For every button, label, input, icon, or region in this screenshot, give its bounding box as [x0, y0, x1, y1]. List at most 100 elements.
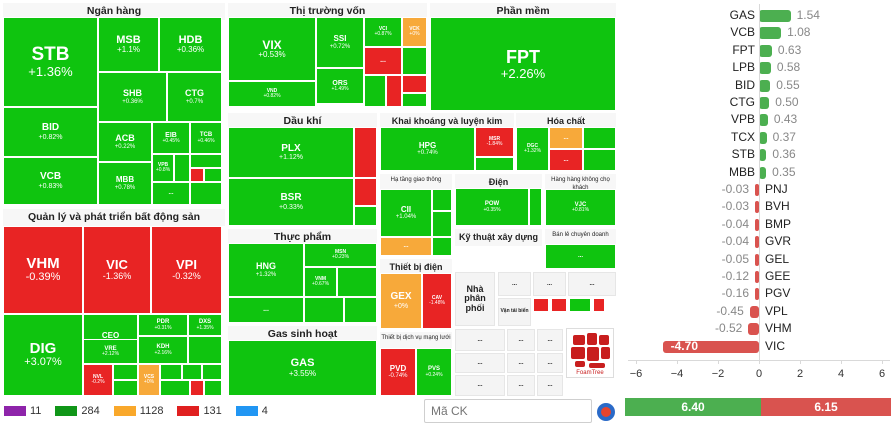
tile[interactable] — [402, 75, 427, 93]
tile[interactable] — [190, 380, 204, 396]
sector-block[interactable]: ... — [537, 329, 563, 351]
bar[interactable] — [755, 218, 759, 231]
legend-item[interactable]: 4 — [235, 405, 268, 417]
tile-vhm[interactable]: VHM -0.39% — [3, 226, 83, 314]
tile[interactable] — [402, 47, 427, 75]
sector-block[interactable] — [569, 298, 591, 312]
sector-block[interactable]: ... — [455, 329, 505, 351]
tile[interactable]: ... — [380, 237, 432, 256]
tile[interactable] — [364, 75, 386, 107]
tile-stb[interactable]: STB +1.36% — [3, 17, 98, 107]
tile-cii[interactable]: CII +1.04% — [380, 189, 432, 237]
sector-title[interactable]: Khai khoáng và luyện kim — [380, 113, 514, 130]
bar[interactable] — [759, 149, 767, 162]
tile[interactable] — [190, 168, 204, 182]
tile-ctg[interactable]: CTG +0.7% — [167, 72, 222, 122]
bar[interactable] — [759, 131, 767, 144]
tile[interactable] — [113, 364, 138, 380]
sector-block[interactable]: ... — [455, 353, 505, 373]
tile-pvd[interactable]: PVD -0.74% — [380, 348, 416, 396]
bar[interactable] — [759, 44, 772, 57]
tile-ssi[interactable]: SSI +0.72% — [316, 17, 364, 68]
sector-title[interactable]: Hóa chất — [516, 113, 616, 130]
tile-gas[interactable]: GAS +3.55% — [228, 340, 377, 396]
tile-tcb[interactable]: TCB +0.46% — [190, 122, 222, 154]
tile[interactable] — [475, 157, 514, 171]
tile-msn[interactable]: MSN +0.23% — [304, 243, 377, 267]
tile-pvs[interactable]: PVS +0.24% — [416, 348, 452, 396]
tile-vic[interactable]: VIC -1.36% — [83, 226, 151, 314]
tile[interactable] — [386, 75, 402, 107]
stock-code-search-input[interactable] — [424, 399, 592, 423]
bar[interactable] — [755, 184, 759, 196]
tile-vjc[interactable]: VJC +0.81% — [545, 189, 616, 226]
bar[interactable] — [748, 323, 759, 336]
tile[interactable] — [432, 211, 452, 237]
tile[interactable] — [304, 297, 344, 323]
legend-item[interactable]: 1128 — [113, 405, 163, 417]
tile[interactable] — [354, 206, 377, 226]
tile-msb[interactable]: MSB +1.1% — [98, 17, 159, 72]
tile-vck[interactable]: VCK +0% — [402, 17, 427, 47]
bar[interactable] — [755, 271, 759, 283]
bar[interactable] — [759, 166, 767, 179]
tile[interactable] — [354, 178, 377, 206]
tile[interactable] — [190, 182, 222, 205]
tile[interactable] — [583, 149, 616, 171]
sector-block[interactable]: ... — [455, 375, 505, 396]
tile-bid[interactable]: BID +0.82% — [3, 107, 98, 157]
tile-kdh[interactable]: KDH +2.16% — [138, 336, 188, 364]
sector-title[interactable]: Thị trường vốn — [228, 3, 427, 20]
tile[interactable] — [204, 380, 222, 396]
bar[interactable] — [755, 236, 759, 249]
sector-title[interactable]: Quản lý và phát triển bất động sản — [3, 209, 225, 226]
tile[interactable] — [432, 189, 452, 211]
legend-item[interactable]: 131 — [177, 405, 222, 417]
tile-hpg[interactable]: HPG +0.74% — [380, 127, 475, 171]
bar[interactable] — [759, 27, 782, 40]
tile[interactable]: ... — [228, 297, 304, 323]
tile-eib[interactable]: EIB +0.45% — [152, 122, 190, 154]
sector-block[interactable] — [551, 298, 567, 312]
tile[interactable] — [174, 154, 190, 182]
sector-block[interactable]: ... — [533, 272, 566, 296]
tile[interactable]: ... — [549, 149, 583, 171]
bar[interactable] — [759, 62, 771, 75]
tile[interactable] — [529, 188, 542, 226]
tile-vre[interactable]: VRE +2.12% — [83, 339, 138, 364]
tile[interactable] — [160, 364, 182, 380]
tile-pow[interactable]: POW +0.35% — [455, 188, 529, 226]
tile[interactable] — [354, 127, 377, 178]
tile-fpt[interactable]: FPT +2.26% — [430, 17, 616, 111]
bar[interactable] — [759, 10, 791, 22]
sector-block[interactable]: Vận tải biển — [498, 298, 531, 326]
bar[interactable] — [759, 97, 770, 109]
tile-dig[interactable]: DIG +3.07% — [3, 314, 83, 396]
tile-pdr[interactable]: PDR +0.31% — [138, 314, 188, 336]
tile-shb[interactable]: SHB +0.36% — [98, 72, 167, 122]
sector-block[interactable] — [533, 298, 549, 312]
brand-logo-icon[interactable] — [597, 403, 615, 421]
tile-vpi[interactable]: VPI -0.32% — [151, 226, 222, 314]
legend-item[interactable]: 284 — [55, 405, 100, 417]
sector-title[interactable]: Điện — [455, 174, 542, 191]
tile[interactable] — [337, 267, 377, 297]
tile-plx[interactable]: PLX +1.12% — [228, 127, 354, 178]
summary-negative[interactable]: 6.15 — [761, 398, 891, 416]
sector-block[interactable]: ... — [507, 329, 535, 351]
tile-vcb[interactable]: VCB +0.83% — [3, 157, 98, 205]
tile[interactable] — [182, 364, 202, 380]
tile-vpb[interactable]: VPB +0.8% — [152, 154, 174, 182]
summary-positive[interactable]: 6.40 — [625, 398, 761, 416]
tile[interactable] — [204, 168, 222, 182]
tile-acb[interactable]: ACB +0.22% — [98, 122, 152, 162]
sector-block[interactable]: ... — [507, 353, 535, 373]
tile-vnd[interactable]: VND +0.82% — [228, 81, 316, 107]
tile-vnm[interactable]: VNM +0.67% — [304, 267, 337, 297]
tile-vci[interactable]: VCI +0.87% — [364, 17, 402, 47]
sector-title[interactable]: Thiết bị điện — [380, 259, 452, 276]
tile-msr[interactable]: MSR -1.84% — [475, 127, 514, 157]
sector-block[interactable]: ... — [537, 353, 563, 373]
bar[interactable] — [755, 288, 759, 301]
sector-title[interactable]: Thực phẩm — [228, 229, 377, 246]
